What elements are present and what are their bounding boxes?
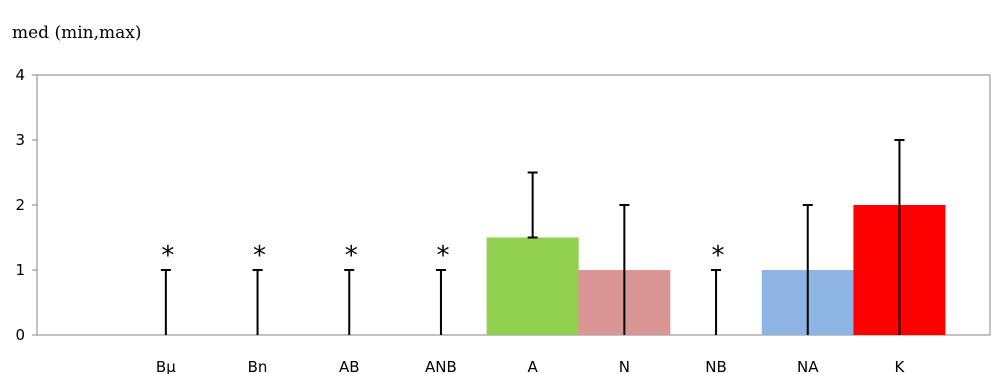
y-tick-label: 4 [15, 66, 25, 84]
x-tick-label: NA [797, 358, 819, 374]
x-tick-label: ANB [425, 358, 457, 374]
significance-marker: * [712, 241, 725, 271]
significance-marker: * [161, 241, 174, 271]
x-tick-label: NB [705, 358, 727, 374]
y-axis-label: med (min,max) [12, 23, 141, 43]
x-tick-label: A [528, 358, 539, 374]
significance-marker: * [253, 241, 266, 271]
bar [486, 237, 579, 335]
y-tick-label: 3 [15, 131, 25, 149]
significance-marker: * [436, 241, 449, 271]
x-tick-label: AB [339, 358, 360, 374]
x-tick-label: K [895, 358, 906, 374]
y-tick-label: 2 [15, 196, 25, 214]
x-tick-label: Bn [248, 358, 268, 374]
significance-marker: * [345, 241, 358, 271]
x-tick-label: N [619, 358, 630, 374]
y-tick-label: 1 [15, 261, 25, 279]
x-tick-label: Bμ [156, 358, 176, 374]
y-tick-label: 0 [15, 326, 25, 344]
